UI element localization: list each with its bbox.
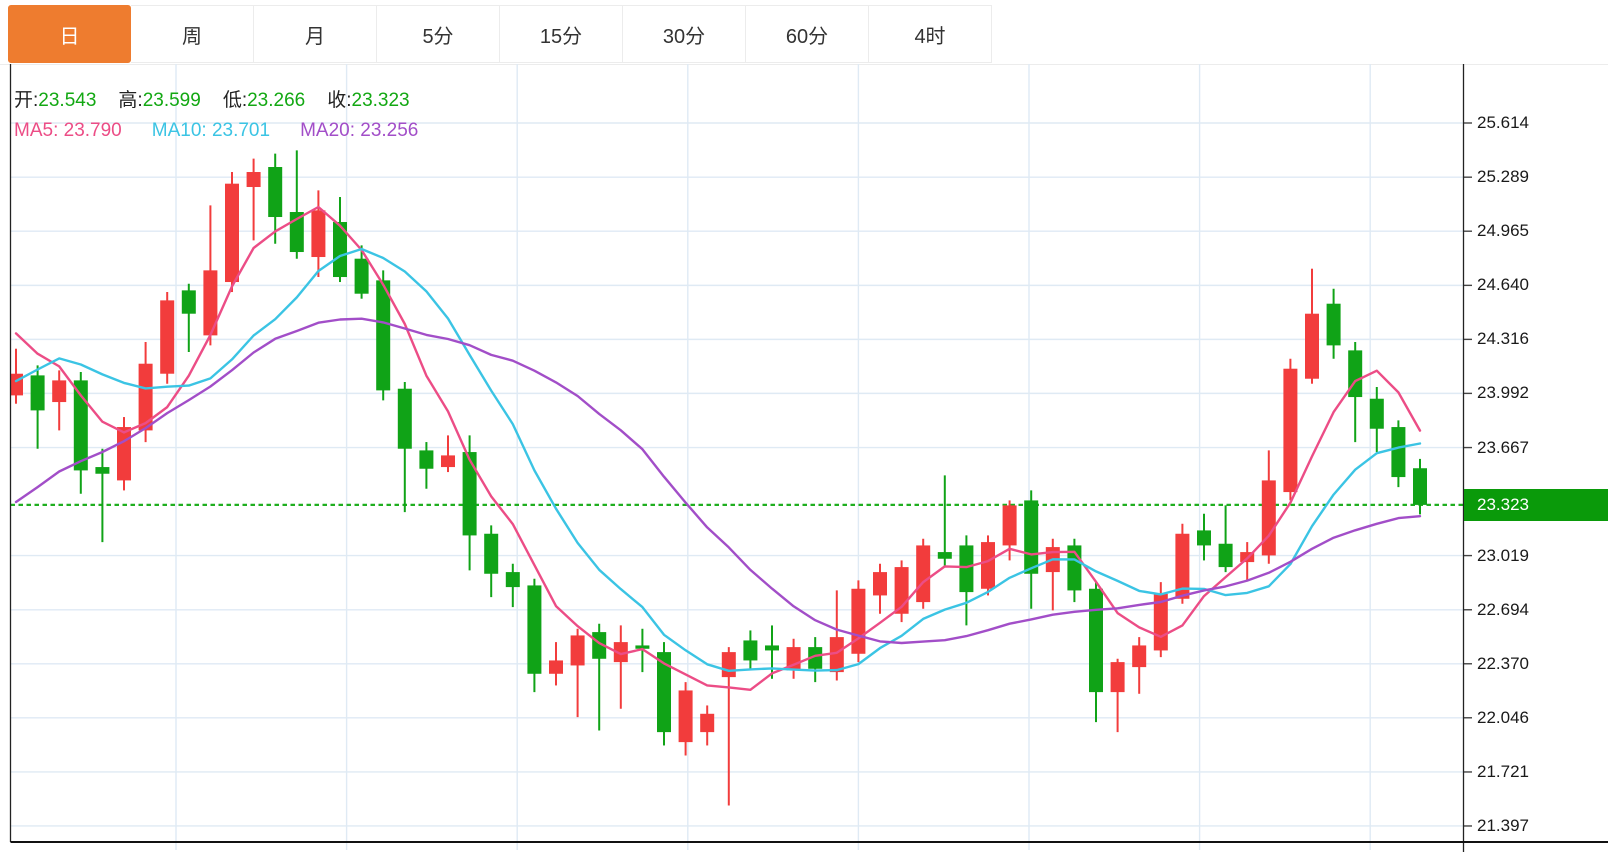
ma-lines-group (14, 205, 1422, 691)
ohlc-open: 开:23.543 (14, 90, 97, 111)
candle-body (527, 585, 542, 674)
y-axis-label: 24.316 (1477, 329, 1529, 349)
candle-body (397, 388, 412, 449)
ma20-line (14, 317, 1422, 645)
candle-body (592, 632, 607, 659)
y-axis-label: 23.019 (1477, 545, 1529, 565)
y-axis-label: 22.046 (1477, 707, 1529, 727)
y-axis-label: 25.614 (1477, 113, 1529, 132)
tabbar-divider (0, 64, 1608, 65)
y-axis-label: 22.694 (1477, 599, 1529, 619)
candle-body (765, 645, 779, 651)
ma5-line (14, 205, 1422, 691)
candle-body (160, 300, 175, 374)
y-axis-label: 23.667 (1477, 437, 1529, 457)
candle-body (73, 380, 88, 471)
candle-body (1132, 645, 1147, 668)
tab-day[interactable]: 日 (8, 5, 131, 63)
ohlc-high: 高:23.599 (118, 90, 201, 111)
candle-body (117, 427, 131, 481)
tab-15min[interactable]: 15分 (500, 5, 623, 63)
legend-ma20: MA20: 23.256 (300, 120, 419, 141)
candle-body (95, 467, 110, 474)
candle-body (1305, 313, 1319, 379)
candle-body (1110, 662, 1125, 693)
candle-body (1261, 480, 1276, 556)
candle-body (549, 660, 563, 674)
y-axis-label: 24.965 (1477, 221, 1529, 241)
candle-body (916, 545, 931, 603)
legend-ma5: MA5: 23.790 (14, 120, 122, 141)
current-price-tag: 23.323 (1464, 488, 1608, 521)
candle-body (1089, 588, 1103, 693)
candle-body (1002, 505, 1017, 546)
legend-ma10: MA10: 23.701 (151, 120, 271, 141)
candle-body (613, 642, 628, 663)
y-axis-label: 22.370 (1477, 653, 1529, 673)
candle-body (30, 375, 45, 411)
candle-body (246, 172, 261, 188)
candle-body (721, 652, 736, 678)
candle-body (959, 545, 974, 593)
ohlc-legend-row: 开:23.543 高:23.599 低:23.266 收:23.323 (14, 86, 448, 116)
candle-body (1413, 468, 1427, 505)
y-axis-label: 25.289 (1477, 167, 1529, 187)
candle-body (333, 222, 347, 278)
candle-body (484, 533, 499, 574)
candle-body (851, 588, 866, 654)
candle-body (203, 270, 218, 336)
tab-month[interactable]: 月 (254, 5, 377, 63)
tab-5min[interactable]: 5分 (377, 5, 500, 63)
candle-body (1024, 500, 1039, 574)
candle-body (1369, 398, 1384, 429)
candle-body (1283, 368, 1298, 493)
candle-body (181, 290, 196, 314)
candle-body (354, 258, 369, 294)
candle-body (1197, 530, 1211, 546)
ohlc-low: 低:23.266 (222, 90, 306, 111)
y-axis-label: 23.992 (1477, 383, 1529, 403)
interval-tabbar: 日周月 5分 15分 30分 60分 4时 (8, 5, 992, 63)
candle-body (657, 652, 671, 733)
y-axis-label: 21.721 (1477, 761, 1529, 781)
candle-body (225, 183, 239, 283)
candle-body (1218, 543, 1233, 568)
tab-30min[interactable]: 30分 (623, 5, 746, 63)
candle-body (311, 210, 326, 258)
candle-body (873, 572, 887, 596)
candles-group (11, 150, 1427, 806)
tab-60min[interactable]: 60分 (746, 5, 869, 63)
chart-legend: 开:23.543 高:23.599 低:23.266 收:23.323 MA5: 23… (14, 86, 448, 146)
candle-body (1175, 533, 1190, 599)
candle-body (678, 690, 693, 743)
candle-body (268, 167, 283, 218)
ma-legend-row: MA5: 23.790 MA10: 23.701 MA20: 23.256 (14, 116, 448, 146)
ohlc-close: 收:23.323 (327, 90, 410, 111)
candle-body (138, 363, 153, 431)
candle-body (376, 280, 391, 391)
candle-body (1326, 303, 1341, 346)
candle-body (829, 637, 844, 673)
candle-body (981, 542, 995, 589)
candle-body (419, 450, 434, 469)
candle-body (570, 635, 585, 666)
candle-body (700, 713, 715, 733)
candle-body (743, 640, 758, 661)
ma10-line (14, 247, 1422, 672)
tab-4hour[interactable]: 4时 (869, 5, 992, 63)
candle-body (462, 452, 477, 536)
y-axis-label: 24.640 (1477, 275, 1529, 295)
candle-body (1391, 427, 1406, 478)
candle-body (635, 645, 650, 649)
candle-body (937, 552, 952, 559)
tab-week[interactable]: 周 (131, 5, 254, 63)
candle-body (441, 455, 455, 468)
y-axis-label: 21.397 (1477, 815, 1529, 835)
candle-body (52, 380, 67, 403)
candle-body (808, 647, 823, 669)
candle-body (505, 572, 520, 588)
